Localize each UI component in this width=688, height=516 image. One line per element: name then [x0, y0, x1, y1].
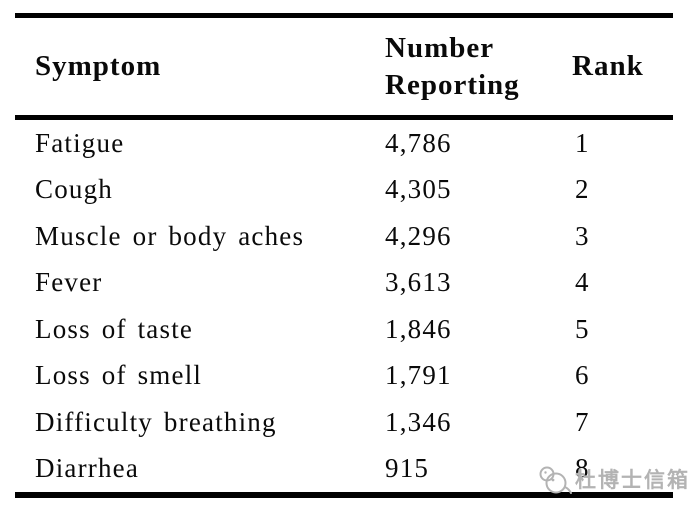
table-row: Difficulty breathing 1,346 7	[15, 399, 673, 446]
cell-symptom: Fatigue	[35, 127, 125, 158]
header-number-line2: Reporting	[385, 68, 520, 101]
cell-rank: 8	[575, 453, 590, 484]
table-row: Fever 3,613 4	[15, 260, 673, 307]
watermark-text: 杜博士信箱	[575, 468, 688, 492]
symptom-table: Symptom Number Reporting Rank Fatigue 4,7…	[15, 13, 673, 498]
table-body: Fatigue 4,786 1 Cough 4,305 2 Muscle or body a…	[15, 120, 673, 492]
cell-number: 915	[385, 453, 430, 484]
cell-rank: 5	[575, 313, 590, 344]
cell-number: 1,846	[385, 313, 452, 344]
cell-symptom: Muscle or body aches	[35, 220, 305, 251]
cell-rank: 2	[575, 174, 590, 205]
cell-rank: 3	[575, 220, 590, 251]
table-row: Muscle or body aches 4,296 3	[15, 213, 673, 260]
cell-symptom: Cough	[35, 174, 114, 205]
header-number-reporting: Number Reporting	[385, 30, 572, 104]
cell-number: 1,346	[385, 406, 452, 437]
cell-rank: 4	[575, 267, 590, 298]
header-number-line1: Number	[385, 31, 495, 64]
cell-rank: 7	[575, 406, 590, 437]
table-row: Diarrhea 915 8	[15, 446, 673, 493]
table-header-separator-rule	[15, 115, 673, 120]
cell-symptom: Difficulty breathing	[35, 406, 277, 437]
table-top-rule	[15, 13, 673, 18]
table-bottom-rule	[15, 492, 673, 498]
cell-number: 1,791	[385, 360, 452, 391]
cell-symptom: Loss of taste	[35, 313, 194, 344]
bird-pair-icon	[538, 463, 572, 495]
cell-number: 4,786	[385, 127, 452, 158]
cell-symptom: Loss of smell	[35, 360, 203, 391]
table-header-row: Symptom Number Reporting Rank	[15, 18, 673, 115]
table-row: Fatigue 4,786 1	[15, 120, 673, 167]
cell-number: 3,613	[385, 267, 452, 298]
cell-symptom: Fever	[35, 267, 103, 298]
table-row: Cough 4,305 2	[15, 167, 673, 214]
cell-number: 4,305	[385, 174, 452, 205]
cell-symptom: Diarrhea	[35, 453, 140, 484]
cell-number: 4,296	[385, 220, 452, 251]
cell-rank: 6	[575, 360, 590, 391]
watermark: 杜博士信箱	[538, 463, 688, 495]
header-symptom: Symptom	[35, 50, 162, 82]
cell-rank: 1	[575, 127, 590, 158]
table-row: Loss of smell 1,791 6	[15, 353, 673, 400]
table-row: Loss of taste 1,846 5	[15, 306, 673, 353]
header-rank: Rank	[572, 50, 644, 82]
